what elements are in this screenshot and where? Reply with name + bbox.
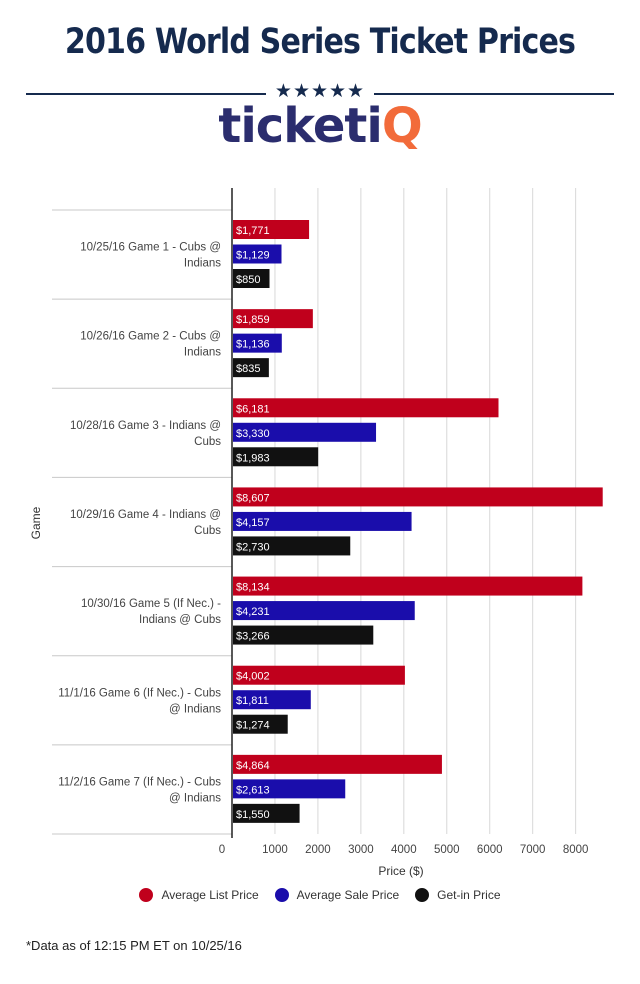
bar-value-label: $4,231: [236, 606, 270, 618]
chart-title: 2016 World Series Ticket Prices: [64, 22, 576, 62]
bar-value-label: $2,613: [236, 784, 270, 796]
category-label: Indians: [184, 347, 221, 359]
bar: [233, 754, 442, 774]
bar-value-label: $4,157: [236, 517, 270, 529]
category-label: Cubs: [194, 436, 221, 448]
bar: [233, 358, 269, 378]
x-tick-label: 8000: [563, 844, 589, 856]
ticketiq-logo: ticketiQ: [0, 98, 640, 154]
title-divider-right: [374, 93, 614, 95]
legend-item: Get-in Price: [415, 888, 501, 902]
category-label: @ Indians: [169, 792, 221, 804]
category-label: 11/1/16 Game 6 (If Nec.) - Cubs: [58, 687, 221, 699]
legend-item: Average List Price: [139, 888, 259, 902]
legend-label: Average Sale Price: [296, 888, 400, 902]
x-tick-label: 4000: [391, 844, 417, 856]
category-label: 10/30/16 Game 5 (If Nec.) -: [81, 598, 221, 610]
category-label: 10/26/16 Game 2 - Cubs @: [80, 331, 221, 343]
bar-value-label: $1,811: [236, 695, 269, 707]
stars-decoration: ★★★★★: [274, 80, 366, 102]
footnote: *Data as of 12:15 PM ET on 10/25/16: [26, 938, 242, 953]
bar: [233, 625, 374, 645]
bar: [233, 422, 377, 442]
category-label: Cubs: [194, 525, 221, 537]
bar-value-label: $1,550: [236, 809, 270, 821]
bar-value-label: $835: [236, 363, 260, 375]
category-label: 10/25/16 Game 1 - Cubs @: [80, 242, 221, 254]
logo-text: ticketi: [218, 98, 382, 154]
bar: [233, 244, 282, 264]
bar-value-label: $2,730: [236, 541, 270, 553]
x-tick-label: 5000: [434, 844, 460, 856]
bar-value-label: $4,864: [236, 760, 270, 772]
bar-value-label: $6,181: [236, 403, 270, 415]
logo-q-magnifier-icon: Q: [381, 98, 423, 154]
bar-value-label: $8,134: [236, 582, 270, 594]
bar-value-label: $1,983: [236, 452, 270, 464]
bar: [233, 714, 288, 734]
legend-label: Get-in Price: [437, 888, 501, 902]
x-axis-label: Price ($): [378, 864, 423, 878]
x-tick-label: 7000: [520, 844, 546, 856]
bar: [233, 601, 415, 621]
bar: [233, 269, 270, 288]
x-tick-label: 2000: [305, 844, 331, 856]
legend-label: Average List Price: [161, 888, 259, 902]
bar-value-label: $850: [236, 274, 260, 286]
chart-legend: Average List Price Average Sale Price Get-…: [0, 888, 640, 902]
x-tick-label: 6000: [477, 844, 503, 856]
x-tick-label: 1000: [262, 844, 288, 856]
bar-value-label: $1,771: [236, 225, 270, 237]
bar-value-label: $1,129: [236, 250, 270, 262]
x-tick-label: 3000: [348, 844, 374, 856]
legend-swatch: [274, 888, 289, 902]
x-tick-label: 0: [219, 844, 225, 856]
bar-value-label: $1,859: [236, 314, 270, 326]
bar: [233, 665, 405, 685]
category-label: Indians @ Cubs: [139, 614, 221, 626]
bar-value-label: $1,274: [236, 720, 270, 732]
bar: [233, 309, 313, 329]
bar: [233, 803, 300, 823]
bar: [233, 220, 310, 239]
bar-value-label: $1,136: [236, 339, 270, 351]
bar: [233, 779, 346, 799]
category-label: Indians: [184, 258, 221, 270]
bar: [233, 398, 499, 418]
bar-value-label: $3,330: [236, 428, 270, 440]
bar-value-label: $4,002: [236, 671, 270, 683]
bar-chart: 10/25/16 Game 1 - Cubs @ Indians $1,771 $1,…: [29, 188, 603, 878]
legend-swatch: [415, 888, 430, 902]
y-axis-label: Game: [29, 506, 43, 539]
bar: [233, 487, 603, 507]
bar: [233, 536, 351, 556]
bar-value-label: $8,607: [236, 492, 270, 504]
category-label: 10/29/16 Game 4 - Indians @: [70, 509, 221, 521]
legend-swatch: [139, 888, 154, 902]
bar: [233, 690, 311, 710]
bar: [233, 447, 319, 467]
bar: [233, 333, 282, 353]
category-label: 11/2/16 Game 7 (If Nec.) - Cubs: [58, 776, 221, 788]
bar: [233, 511, 412, 531]
title-divider-left: [26, 93, 266, 95]
bar: [233, 576, 583, 596]
category-label: 10/28/16 Game 3 - Indians @: [70, 420, 221, 432]
legend-item: Average Sale Price: [274, 888, 400, 902]
bar-value-label: $3,266: [236, 631, 270, 643]
category-label: @ Indians: [169, 703, 221, 715]
